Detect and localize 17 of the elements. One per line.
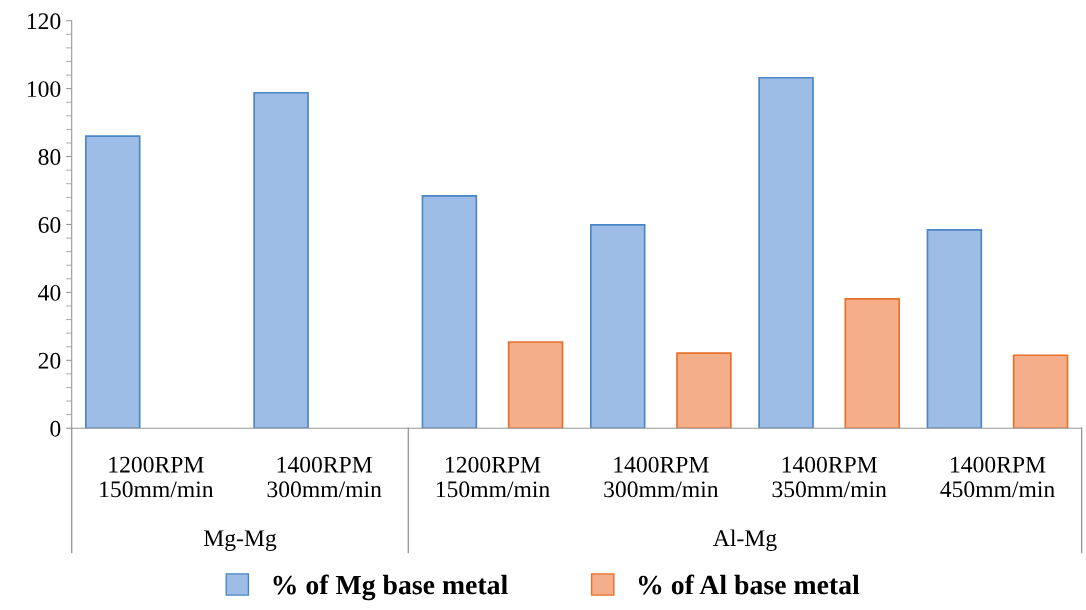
y-tick-label: 80 — [38, 149, 61, 165]
x-tick-label: 1400RPM 450mm/min — [940, 456, 1055, 498]
y-tick-label: 40 — [38, 284, 61, 301]
y-tick-label: 60 — [38, 216, 61, 233]
legend-label: % of Mg base metal — [273, 574, 508, 601]
y-tick-label: 120 — [27, 13, 61, 30]
y-tick-label: 0 — [50, 420, 61, 437]
text: Mg-Mg — [203, 530, 277, 551]
text: Al-Mg — [713, 529, 777, 552]
x-tick-label: 1400RPM 300mm/min — [267, 456, 382, 498]
y-tick-label: 20 — [38, 352, 61, 369]
x-tick-label: 1400RPM 350mm/min — [772, 456, 887, 498]
x-tick-label: 1200RPM 150mm/min — [436, 456, 550, 498]
x-tick-label: 1200RPM 150mm/min — [100, 456, 214, 498]
y-tick-label: 100 — [27, 81, 61, 98]
legend-label: % of Al base metal — [638, 574, 860, 595]
x-tick-label: 1400RPM 300mm/min — [604, 456, 719, 498]
